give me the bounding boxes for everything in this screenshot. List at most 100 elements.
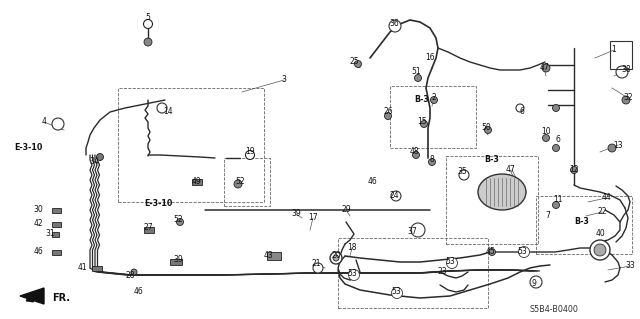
Circle shape: [488, 249, 495, 256]
Text: 16: 16: [425, 54, 435, 63]
Circle shape: [542, 64, 550, 72]
Text: 6: 6: [556, 136, 561, 145]
Text: 19: 19: [245, 147, 255, 157]
Circle shape: [552, 202, 559, 209]
Text: 15: 15: [417, 117, 427, 127]
Text: 11: 11: [553, 196, 563, 204]
Text: 53: 53: [347, 270, 357, 278]
Circle shape: [54, 120, 62, 128]
Text: 6: 6: [520, 108, 524, 116]
Circle shape: [520, 249, 527, 256]
Text: 50: 50: [481, 123, 491, 132]
Circle shape: [449, 259, 456, 266]
Text: E-3-10: E-3-10: [144, 199, 172, 209]
Text: 26: 26: [383, 108, 393, 116]
Bar: [536, 196, 632, 254]
Text: 52: 52: [173, 216, 183, 225]
Bar: [144, 227, 154, 233]
Text: S5B4-B0400: S5B4-B0400: [530, 306, 579, 315]
Text: 22: 22: [597, 207, 607, 217]
Bar: [52, 232, 59, 236]
Circle shape: [52, 118, 64, 130]
Circle shape: [351, 271, 358, 278]
Text: 5: 5: [145, 12, 150, 21]
Circle shape: [157, 103, 167, 113]
Circle shape: [349, 270, 360, 280]
Circle shape: [411, 223, 425, 237]
Text: 46: 46: [133, 287, 143, 296]
Text: B-3: B-3: [414, 95, 429, 105]
Circle shape: [313, 263, 323, 273]
Circle shape: [590, 240, 610, 260]
Text: 20: 20: [331, 251, 341, 261]
Text: 21: 21: [311, 259, 321, 269]
Circle shape: [392, 287, 403, 299]
Text: 45: 45: [485, 248, 495, 256]
Circle shape: [333, 255, 339, 261]
Text: 27: 27: [143, 224, 153, 233]
Text: 24: 24: [389, 191, 399, 201]
Text: 29: 29: [341, 205, 351, 214]
Text: B-3: B-3: [574, 218, 589, 226]
Circle shape: [429, 159, 435, 166]
Text: 47: 47: [505, 166, 515, 174]
Circle shape: [355, 61, 362, 68]
Text: 12: 12: [569, 166, 579, 174]
Circle shape: [543, 135, 550, 142]
Text: 33: 33: [625, 262, 635, 271]
Polygon shape: [20, 288, 44, 304]
Circle shape: [447, 257, 458, 269]
Text: 41: 41: [77, 263, 87, 272]
Circle shape: [391, 191, 401, 201]
Text: 7: 7: [545, 211, 550, 219]
Circle shape: [431, 97, 438, 103]
Text: 40: 40: [595, 229, 605, 239]
Circle shape: [385, 113, 392, 120]
Text: 1: 1: [612, 46, 616, 55]
Text: 53: 53: [391, 287, 401, 296]
Bar: [118, 88, 264, 202]
Circle shape: [131, 269, 137, 275]
Text: 42: 42: [33, 219, 43, 228]
Circle shape: [330, 252, 342, 264]
Circle shape: [459, 170, 469, 180]
Text: 23: 23: [437, 268, 447, 277]
Circle shape: [518, 247, 529, 257]
Text: 31: 31: [45, 229, 55, 239]
Circle shape: [144, 38, 152, 46]
Bar: [52, 249, 61, 255]
Text: 8: 8: [429, 155, 435, 165]
Circle shape: [616, 66, 628, 78]
Text: 25: 25: [349, 57, 359, 66]
Bar: [390, 86, 476, 148]
Text: 53: 53: [445, 257, 455, 266]
Bar: [224, 158, 270, 206]
Text: 28: 28: [125, 271, 135, 280]
Text: 17: 17: [308, 213, 318, 222]
Circle shape: [570, 167, 577, 174]
Circle shape: [246, 151, 255, 160]
Bar: [610, 41, 632, 69]
Text: 4: 4: [42, 117, 47, 127]
Text: E-3-10: E-3-10: [14, 144, 42, 152]
Circle shape: [552, 105, 559, 112]
Circle shape: [608, 144, 616, 152]
Bar: [52, 207, 61, 212]
Text: 14: 14: [163, 108, 173, 116]
Text: 52: 52: [235, 177, 245, 187]
Circle shape: [530, 276, 542, 288]
Bar: [52, 221, 61, 226]
Circle shape: [484, 127, 492, 133]
Text: 46: 46: [367, 177, 377, 187]
Circle shape: [532, 278, 540, 286]
Text: 2: 2: [431, 93, 436, 102]
Circle shape: [177, 219, 184, 226]
Text: 47: 47: [539, 63, 549, 72]
Circle shape: [594, 244, 606, 256]
Text: 13: 13: [613, 140, 623, 150]
Text: 49: 49: [191, 177, 201, 187]
Text: 30: 30: [33, 205, 43, 214]
Bar: [446, 156, 538, 244]
Text: 46: 46: [33, 248, 43, 256]
Text: B-3: B-3: [484, 155, 499, 165]
